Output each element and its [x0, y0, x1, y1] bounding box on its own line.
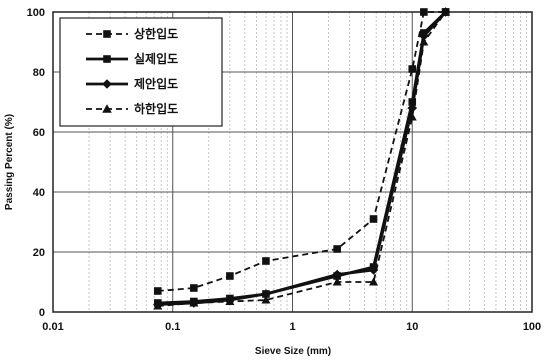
y-tick-label: 0: [39, 307, 45, 319]
x-tick-label: 1: [289, 321, 295, 333]
y-axis-title: Passing Percent (%): [4, 114, 15, 210]
data-point-diamond: [368, 265, 379, 275]
data-point-triangle: [369, 277, 379, 286]
x-tick-label: 100: [523, 321, 541, 333]
data-point-square: [226, 272, 234, 280]
data-point-square: [262, 257, 270, 265]
legend-label: 하한입도: [134, 101, 178, 116]
series-3: [152, 7, 451, 310]
plot-frame: [52, 11, 533, 313]
data-point-square: [190, 284, 198, 292]
legend-entry: 하한입도: [86, 101, 178, 116]
data-point-triangle: [189, 298, 199, 307]
legend-label: 상한입도: [134, 26, 178, 41]
data-point-square: [103, 30, 111, 38]
data-point-triangle: [102, 104, 112, 113]
x-tick-label: 0.01: [42, 321, 63, 333]
data-point-square: [408, 65, 417, 73]
plot-border: [52, 11, 533, 313]
data-point-triangle: [332, 277, 342, 286]
data-point-triangle: [225, 297, 235, 305]
y-tick-label: 80: [33, 67, 45, 79]
series-layer: [152, 7, 451, 310]
legend-entry: 실제입도: [86, 51, 178, 66]
data-point-diamond: [407, 103, 418, 113]
x-tick-label: 10: [406, 321, 418, 333]
data-point-square: [103, 55, 111, 63]
legend-entry: 상한입도: [86, 26, 178, 41]
legend-box: [59, 17, 223, 127]
data-point-diamond: [261, 289, 271, 299]
y-tick-label: 20: [33, 247, 45, 259]
x-axis-title: Sieve Size (mm): [255, 346, 331, 357]
legend-label: 제안입도: [134, 76, 178, 91]
data-point-triangle: [407, 112, 417, 121]
data-point-diamond: [419, 31, 429, 41]
y-tick-label: 40: [33, 187, 45, 199]
data-point-diamond: [102, 79, 112, 89]
y-tick-label: 60: [33, 127, 45, 139]
data-point-square: [369, 215, 378, 223]
data-point-triangle: [441, 7, 451, 16]
tick-labels: 0.01 0.1 1 10 100 0 20 40 60 80 100: [27, 7, 542, 333]
y-tick-label: 100: [27, 7, 45, 19]
data-point-triangle: [153, 301, 163, 310]
legend-entry: 제안입도: [86, 76, 178, 91]
x-tick-label: 0.1: [165, 321, 180, 333]
data-point-triangle: [419, 37, 429, 46]
data-point-square: [420, 8, 428, 16]
data-point-triangle: [261, 295, 271, 304]
legend-label: 실제입도: [134, 51, 178, 66]
series-4: [153, 7, 451, 310]
data-point-square: [153, 287, 162, 295]
data-point-square: [333, 245, 341, 253]
data-point-diamond: [332, 269, 342, 280]
